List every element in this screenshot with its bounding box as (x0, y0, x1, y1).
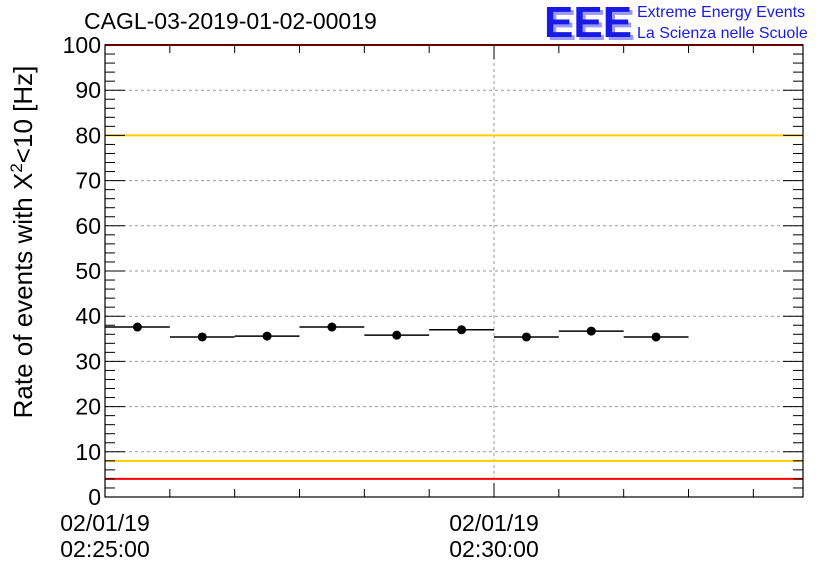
x-tick-label-date: 02/01/19 (60, 510, 150, 536)
y-tick-label: 30 (75, 348, 101, 374)
logo-letters: EEE (544, 0, 632, 44)
y-tick-label: 100 (63, 32, 101, 58)
y-tick-label: 80 (75, 122, 101, 148)
y-axis-label-after: <10 [Hz] (8, 66, 38, 164)
y-tick-label: 0 (88, 484, 101, 510)
y-tick-label: 40 (75, 303, 101, 329)
grid-lines (105, 45, 803, 497)
x-tick-label-time: 02:25:00 (60, 536, 150, 562)
y-axis-label-before: Rate of events with X (8, 173, 38, 419)
data-point (262, 331, 272, 341)
y-tick-label: 50 (75, 258, 101, 284)
y-tick-label: 90 (75, 77, 101, 103)
data-point (521, 332, 531, 342)
reference-lines (105, 44, 803, 480)
axis-ticks (104, 44, 803, 498)
y-tick-label: 20 (75, 394, 101, 420)
eee-logo: EEE EEE (544, 0, 635, 44)
y-tick-label: 70 (75, 168, 101, 194)
data-point (457, 325, 467, 335)
data-point (197, 332, 207, 342)
x-tick-label-time: 02:30:00 (449, 536, 539, 562)
data-point (392, 330, 402, 340)
data-point (651, 332, 661, 342)
data-point (132, 322, 142, 332)
logo-line-2: La Scienza nelle Scuole (637, 25, 808, 42)
y-tick-label: 60 (75, 213, 101, 239)
data-point (327, 322, 337, 332)
y-axis-label-superscript: 2 (7, 163, 26, 172)
y-tick-labels: 0 10 20 30 40 50 60 70 80 90 100 (63, 32, 101, 510)
x-tick-label-date: 02/01/19 (449, 510, 539, 536)
data-points (105, 322, 689, 342)
run-title: CAGL-03-2019-01-02-00019 (84, 8, 377, 34)
logo-line-1: Extreme Energy Events (637, 4, 806, 21)
data-point (586, 326, 596, 336)
y-tick-label: 10 (75, 439, 101, 465)
logo-shadow: EEE (547, 1, 635, 44)
y-axis-label: Rate of events with X2<10 [Hz] (7, 66, 38, 419)
